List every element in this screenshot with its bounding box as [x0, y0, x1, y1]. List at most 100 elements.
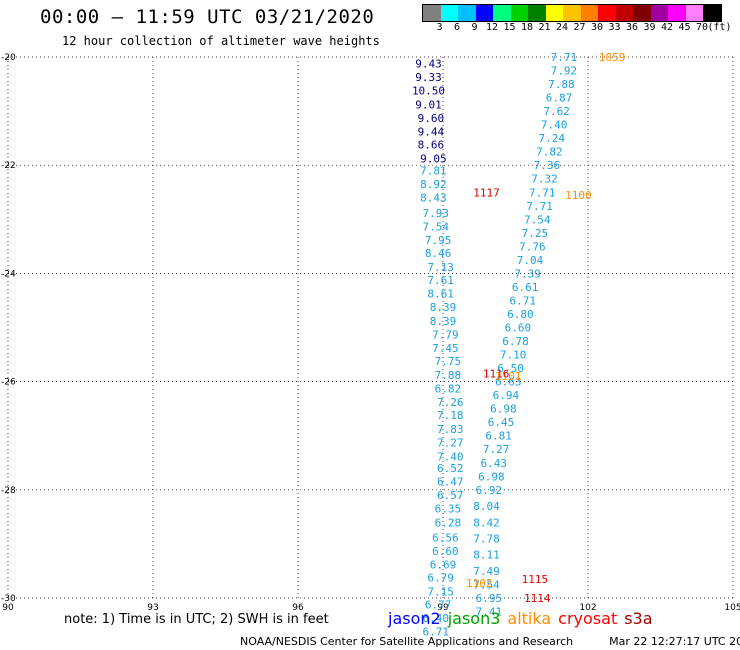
- scale-label: (ft): [707, 22, 732, 33]
- wave-height-label-s3a: 6.94: [493, 389, 520, 402]
- wave-height-label-s3a: 8.04: [473, 500, 500, 513]
- lat-tick-label: -26: [1, 378, 16, 388]
- wave-height-label-s3a: 7.71: [551, 51, 578, 64]
- wave-height-label-s3a: 6.63: [495, 376, 522, 389]
- scale-label: 18: [520, 22, 534, 33]
- credit-text: NOAA/NESDIS Center for Satellite Applica…: [240, 635, 574, 648]
- scale-label: 33: [608, 22, 621, 33]
- wave-height-label-jason3: 6.56: [432, 531, 459, 544]
- wave-height-label-altika: 1101: [495, 370, 522, 383]
- scale-swatch: [440, 5, 458, 21]
- wave-height-label-s3a: 7.49: [473, 565, 500, 578]
- wave-height-label-s3a: 6.87: [546, 92, 573, 105]
- wave-height-label-jason3: 7.18: [437, 409, 464, 422]
- wave-height-label-altika: 1102: [466, 577, 493, 590]
- wave-height-label-s3a: 6.81: [485, 430, 512, 443]
- legend-altika: altika: [507, 609, 552, 628]
- scale-label: 27: [573, 22, 586, 33]
- scale-swatch: [685, 5, 703, 21]
- lon-tick-label: 105: [724, 603, 740, 613]
- wave-height-label-s3a: 7.76: [519, 240, 546, 253]
- scale-label: 36: [625, 22, 639, 33]
- scale-label: 45: [678, 22, 691, 33]
- page-title: 00:00 – 11:59 UTC 03/21/2020: [40, 6, 375, 28]
- wave-height-label-jason2: 9.01: [415, 99, 442, 112]
- wave-height-label-cryosat: 1115: [522, 573, 549, 586]
- scale-swatch: [650, 5, 668, 21]
- wave-height-label-jason3: 7.13: [427, 261, 454, 274]
- wave-height-label-s3a: 7.10: [500, 349, 527, 362]
- wave-height-label-jason2: 9.43: [415, 57, 442, 70]
- wave-height-label-s3a: 7.27: [483, 443, 510, 456]
- scale-label: 12: [485, 22, 499, 33]
- wave-height-label-s3a: 7.82: [536, 146, 563, 159]
- legend-cryosat: cryosat: [558, 609, 618, 628]
- scale-swatch: [475, 5, 493, 21]
- lon-tick-label: 102: [579, 603, 596, 613]
- scale-label: 3: [436, 22, 443, 33]
- wave-height-label-jason3: 7.81: [420, 165, 447, 178]
- wave-height-label-s3a: 7.41: [476, 606, 503, 619]
- wave-height-label-s3a: 7.54: [473, 578, 500, 591]
- lon-tick-label: 93: [147, 603, 158, 613]
- wave-height-label-jason2: 9.05: [420, 153, 447, 166]
- scale-swatch: [458, 5, 476, 21]
- wave-height-label-s3a: 7.54: [524, 213, 551, 226]
- wave-height-label-s3a: 6.60: [505, 322, 532, 335]
- wave-height-label-s3a: 7.25: [522, 227, 549, 240]
- wave-height-label-s3a: 7.32: [531, 173, 558, 186]
- wave-height-label-jason3: 8.92: [420, 178, 447, 191]
- scale-swatch: [668, 5, 686, 21]
- note-text: note: 1) Time is in UTC; 2) SWH is in fe…: [64, 612, 329, 627]
- wave-height-label-jason3: 6.52: [437, 462, 464, 475]
- wave-height-label-s3a: 6.43: [481, 457, 508, 470]
- map-grid: [7, 56, 734, 599]
- wave-height-label-jason2: 9.44: [418, 126, 445, 139]
- scale-swatch: [598, 5, 616, 21]
- wave-height-label-cryosat: 1114: [524, 592, 551, 605]
- wave-height-label-s3a: 7.40: [541, 119, 568, 132]
- wave-height-label-jason2: 10.50: [412, 85, 445, 98]
- wave-height-label-s3a: 6.61: [512, 281, 539, 294]
- footer: NOAA/NESDIS Center for Satellite Applica…: [240, 635, 740, 648]
- timestamp-text: Mar 22 12:27:17 UTC 2020: [609, 635, 740, 648]
- scale-label: 21: [538, 22, 551, 33]
- wave-height-label-s3a: 6.50: [497, 362, 524, 375]
- scale-swatch: [545, 5, 563, 21]
- lat-tick-label: -30: [1, 594, 16, 604]
- wave-height-label-jason3: 7.75: [435, 355, 462, 368]
- wave-height-label-s3a: 6.92: [476, 484, 503, 497]
- scale-swatch: [423, 5, 441, 21]
- wave-height-label-s3a: 6.98: [490, 403, 517, 416]
- wave-height-label-s3a: 6.45: [488, 416, 515, 429]
- scale-label: 39: [643, 22, 656, 33]
- wave-height-label-s3a: 7.62: [543, 105, 570, 118]
- wave-height-label-s3a: 8.11: [473, 549, 500, 562]
- wave-height-label-s3a: 7.36: [534, 159, 561, 172]
- scale-label: 15: [503, 22, 516, 33]
- legend-jason3: jason3: [447, 609, 501, 628]
- wave-height-label-s3a: 6.98: [478, 470, 505, 483]
- wave-height-points: 9.439.3310.509.019.609.448.669.057.818.9…: [412, 51, 625, 639]
- wave-height-label-jason2: 8.66: [418, 139, 445, 152]
- wave-height-label-jason2: 9.33: [415, 71, 442, 84]
- lat-tick-label: -22: [1, 161, 16, 171]
- axis-labels: 90 93 96 99 102 105 -20 -22 -24 -26 -28 -30: [1, 53, 740, 613]
- wave-height-label-s3a: 7.24: [539, 132, 566, 145]
- scale-label: 42: [660, 22, 674, 33]
- scale-label: 9: [471, 22, 478, 33]
- scale-swatch: [633, 5, 651, 21]
- wave-height-label-jason3: 6.71: [423, 626, 450, 639]
- wave-height-label-jason3: 7.83: [437, 423, 464, 436]
- wave-height-label-altika: 1059: [599, 51, 626, 64]
- wave-height-label-jason3: 7.88: [435, 369, 462, 382]
- wave-height-label-jason3: 7.79: [432, 329, 459, 342]
- wave-height-label-jason3: 8.46: [425, 247, 452, 260]
- scale-swatch: [493, 5, 511, 21]
- scale-label: 30: [590, 22, 604, 33]
- wave-height-label-s3a: 6.71: [510, 294, 537, 307]
- lon-tick-label: 96: [292, 603, 304, 613]
- wave-height-label-jason3: 8.43: [420, 192, 447, 205]
